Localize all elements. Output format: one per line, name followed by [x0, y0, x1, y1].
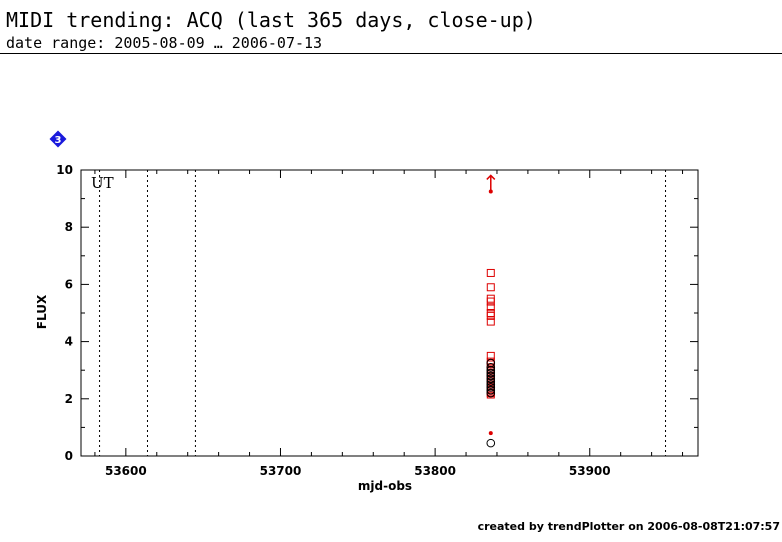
x-axis-label: mjd-obs: [358, 479, 412, 493]
y-tick-label: 8: [65, 220, 73, 234]
data-point-circle: [486, 388, 496, 398]
ut-annotation: UT: [91, 174, 114, 192]
header-divider: [0, 53, 782, 54]
data-point-square: [486, 294, 495, 303]
data-point-square: [486, 268, 495, 277]
plot-number-badge: 3: [49, 130, 67, 148]
y-tick-label: 4: [65, 335, 73, 349]
x-tick-label: 53800: [414, 464, 456, 478]
data-point-square: [486, 283, 495, 292]
plot-frame: [80, 169, 699, 457]
data-point-dot: [488, 189, 493, 194]
data-point-circle: [486, 377, 496, 386]
off-scale-arrow-icon: [486, 174, 496, 191]
data-point-square: [486, 311, 495, 320]
x-tick-label: 53600: [105, 464, 147, 478]
page-title: MIDI trending: ACQ (last 365 days, close…: [6, 8, 536, 32]
y-tick-label: 2: [65, 392, 73, 406]
y-tick-label: 10: [56, 163, 73, 177]
data-point-circle: [486, 380, 496, 389]
y-tick-label: 6: [65, 277, 73, 291]
badge-label: 3: [55, 135, 62, 146]
data-point-square: [486, 297, 495, 306]
data-point-circle: [486, 363, 496, 372]
x-tick-label: 53700: [260, 464, 302, 478]
footer-credit: created by trendPlotter on 2006-08-08T21…: [477, 520, 780, 533]
y-tick-label: 0: [65, 449, 73, 463]
data-point-square: [486, 303, 495, 312]
data-point-circle: [486, 371, 496, 381]
x-tick-label: 53900: [569, 464, 611, 478]
date-range: date range: 2005-08-09 … 2006-07-13: [6, 34, 323, 52]
y-axis-label: FLUX: [35, 294, 49, 329]
data-point-circle: [486, 438, 496, 448]
data-point-circle: [486, 383, 496, 392]
data-point-circle: [486, 365, 496, 375]
data-point-circle: [486, 385, 496, 395]
data-point-dot: [488, 431, 493, 436]
data-point-square: [486, 317, 495, 326]
data-point-circle: [486, 374, 496, 384]
data-point-circle: [486, 368, 496, 378]
